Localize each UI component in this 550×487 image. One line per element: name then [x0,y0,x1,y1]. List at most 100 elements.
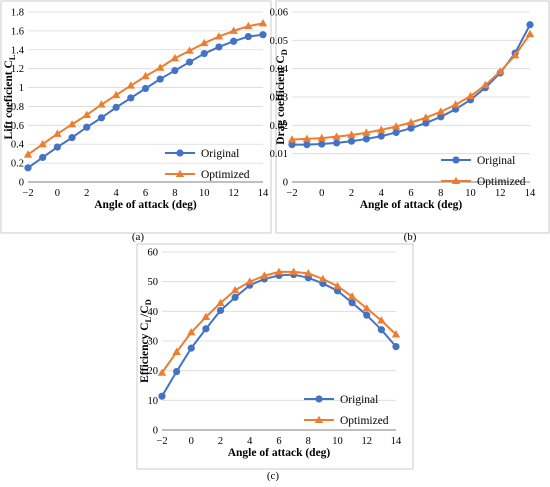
panel-caption: (a) [132,231,145,243]
x-tick-label: 14 [258,188,269,199]
x-tick-label: 12 [495,188,506,199]
data-point-optimized [391,122,401,130]
x-tick-label: 8 [306,436,311,447]
y-tick-label: 0.6 [11,121,24,132]
chart-frame [136,243,414,470]
data-point-optimized [436,107,445,115]
data-point-optimized [157,368,167,376]
data-point-original [526,21,534,29]
y-tick-label: 1.8 [11,8,24,19]
data-point-optimized [496,67,505,75]
data-point-original [288,141,296,149]
data-point-original [392,343,400,351]
y-tick-label: 60 [148,248,159,259]
y-tick-label: 1.6 [11,26,24,37]
data-point-optimized [377,316,386,324]
data-point-original [407,124,415,132]
x-tick-label: 14 [391,436,402,447]
chart-panel-b: 00.010.020.030.040.050.06−2 0 2 4 6 8 10 12 14An… [270,0,550,243]
data-point-optimized [362,304,371,312]
data-point-original [363,311,371,319]
data-point-optimized [258,19,268,27]
data-point-optimized [510,51,520,59]
data-point-original [39,153,47,162]
x-tick-label: 0 [319,188,324,199]
x-tick-label: 12 [362,436,373,447]
x-tick-label: 4 [247,436,253,447]
data-point-optimized [245,277,254,285]
data-point-optimized [421,113,431,121]
y-tick-label: 0.2 [11,159,24,170]
data-point-optimized [362,128,371,136]
data-point-original [377,132,385,140]
legend-marker-original [452,156,460,164]
legend-marker-optimized [451,176,461,184]
legend-marker-optimized [175,169,185,177]
legend-label-original: Original [201,148,239,160]
x-axis-title: Angle of attack (deg) [360,199,463,211]
data-point-original [348,299,356,307]
data-point-original [127,94,135,102]
x-tick-label: −2 [156,436,167,447]
x-tick-label: 0 [189,436,194,447]
data-point-original [347,137,356,145]
data-point-original [377,326,385,334]
data-point-optimized [333,281,342,290]
data-point-original [437,113,445,121]
data-point-optimized [170,53,180,62]
x-tick-label: 8 [438,188,443,199]
data-point-original [24,164,32,172]
data-point-optimized [216,298,225,307]
data-point-original [202,325,210,333]
data-point-optimized [391,330,401,338]
data-point-original [156,75,164,83]
data-point-optimized [287,135,297,143]
data-point-optimized [317,133,326,142]
x-tick-label: 10 [465,188,476,199]
x-axis-title: Angle of attack (deg) [228,447,331,459]
data-point-optimized [274,267,284,275]
y-tick-label: 30 [148,337,159,348]
data-point-optimized [289,267,298,275]
data-point-original [231,293,239,301]
y-tick-label: 1.2 [11,64,24,75]
y-tick-label: 0.05 [270,36,288,47]
y-tick-label: 0 [19,178,24,189]
data-point-optimized [260,271,269,279]
data-point-optimized [347,292,357,300]
data-point-optimized [126,81,136,89]
data-point-original [303,141,311,149]
data-point-original [333,139,341,147]
data-point-optimized [304,269,313,277]
data-point-original [244,32,252,41]
data-point-optimized [82,110,91,118]
legend-marker-original [315,395,323,403]
data-point-original [215,43,223,51]
data-point-original [187,344,195,352]
legend-label-optimized: Optimized [201,169,250,181]
y-tick-label: 0.06 [270,8,288,19]
series-line-optimized [161,270,397,374]
y-tick-label: 0 [283,178,288,189]
data-point-optimized [38,139,47,148]
x-tick-label: 6 [143,188,148,199]
chart-frame [275,0,550,234]
x-tick-label: 6 [276,436,281,447]
y-tick-label: 0.8 [11,102,24,113]
data-point-optimized [23,150,33,158]
panel-caption: (c) [267,470,280,482]
data-point-optimized [451,100,460,108]
data-point-original [97,114,106,122]
chart-panel-a: 00.20.40.60.811.21.41.61.8−2 0 2 4 6 8 10 12 14A… [0,0,272,243]
data-point-optimized [466,91,475,100]
data-point-original [200,49,208,58]
data-point-optimized [97,100,106,108]
x-tick-label: 14 [525,188,536,199]
data-point-optimized [229,26,238,34]
data-point-optimized [302,134,312,142]
data-point-original [158,392,166,400]
legend-marker-optimized [314,415,324,423]
data-point-original [173,367,181,376]
data-point-optimized [481,80,490,89]
